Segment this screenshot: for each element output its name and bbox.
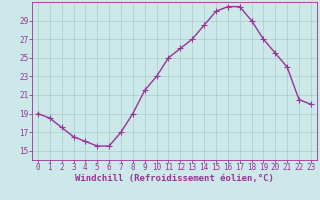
X-axis label: Windchill (Refroidissement éolien,°C): Windchill (Refroidissement éolien,°C) xyxy=(75,174,274,183)
